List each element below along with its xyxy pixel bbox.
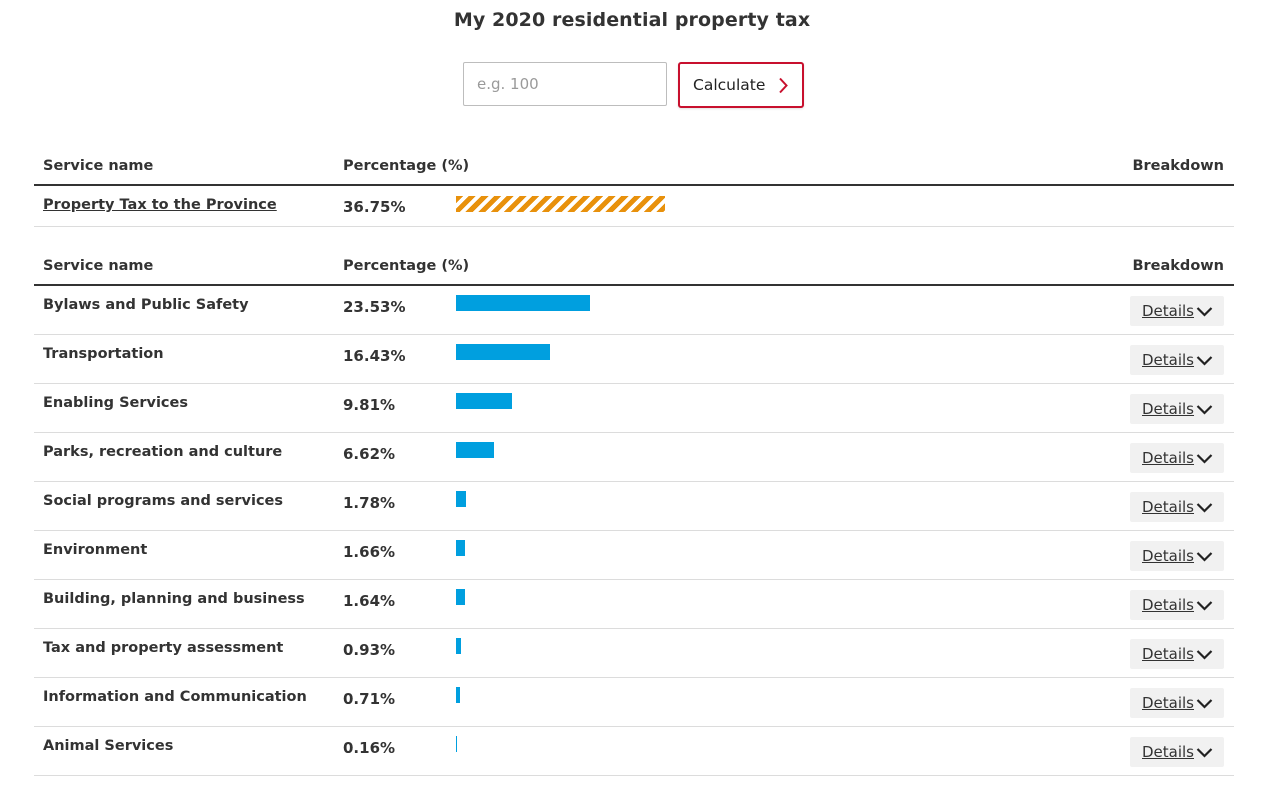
service-name: Tax and property assessment — [43, 640, 284, 656]
details-label: Details — [1142, 449, 1195, 467]
details-button[interactable]: Details — [1130, 688, 1224, 718]
service-name: Environment — [43, 542, 148, 558]
service-percentage: 6.62% — [343, 445, 396, 463]
chevron-right-icon — [779, 77, 788, 94]
service-name: Information and Communication — [43, 689, 307, 705]
percentage-bar — [456, 736, 457, 752]
service-name: Enabling Services — [43, 395, 188, 411]
percentage-bar — [456, 638, 462, 654]
service-percentage: 0.71% — [343, 690, 396, 708]
table-header: Service name Percentage (%) Breakdown — [34, 244, 1234, 284]
details-button[interactable]: Details — [1130, 590, 1224, 620]
details-label: Details — [1142, 596, 1195, 614]
table-row: Information and Communication 0.71% Detail… — [34, 678, 1234, 727]
percentage-bar — [456, 589, 466, 605]
page-title: My 2020 residential property tax — [453, 9, 811, 31]
details-button[interactable]: Details — [1130, 296, 1224, 326]
table-row: Environment 1.66% Details — [34, 531, 1234, 580]
service-percentage: 9.81% — [343, 396, 396, 414]
province-tax-percentage: 36.75% — [343, 198, 406, 216]
header-breakdown: Breakdown — [1132, 158, 1224, 174]
details-label: Details — [1142, 743, 1195, 761]
details-label: Details — [1142, 645, 1195, 663]
province-tax-table: Service name Percentage (%) Breakdown Pr… — [34, 144, 1234, 227]
header-divider — [34, 184, 1234, 186]
header-percentage: Percentage (%) — [343, 158, 470, 174]
table-row: Transportation 16.43% Details — [34, 335, 1234, 384]
service-percentage: 0.16% — [343, 739, 396, 757]
table-row: Parks, recreation and culture 6.62% Detail… — [34, 433, 1234, 482]
service-name: Building, planning and business — [43, 591, 305, 607]
services-table: Service name Percentage (%) Breakdown By… — [34, 244, 1234, 776]
service-percentage: 23.53% — [343, 298, 406, 316]
table-row: Building, planning and business 1.64% Deta… — [34, 580, 1234, 629]
chevron-down-icon — [1196, 404, 1213, 415]
header-percentage: Percentage (%) — [343, 258, 470, 274]
percentage-bar — [456, 442, 494, 458]
details-label: Details — [1142, 302, 1195, 320]
service-percentage: 16.43% — [343, 347, 406, 365]
chevron-down-icon — [1196, 600, 1213, 611]
service-name: Parks, recreation and culture — [43, 444, 283, 460]
table-row: Enabling Services 9.81% Details — [34, 384, 1234, 433]
service-rows: Bylaws and Public Safety 23.53% Details Tra… — [34, 286, 1234, 776]
header-breakdown: Breakdown — [1132, 258, 1224, 274]
table-row: Bylaws and Public Safety 23.53% Details — [34, 286, 1234, 335]
calculate-button[interactable]: Calculate — [678, 62, 804, 108]
chevron-down-icon — [1196, 649, 1213, 660]
service-name: Social programs and services — [43, 493, 284, 509]
service-percentage: 1.66% — [343, 543, 396, 561]
service-name: Transportation — [43, 346, 164, 362]
chevron-down-icon — [1196, 747, 1213, 758]
province-tax-bar — [456, 196, 666, 212]
details-label: Details — [1142, 351, 1195, 369]
service-percentage: 1.78% — [343, 494, 396, 512]
chevron-down-icon — [1196, 355, 1213, 366]
details-label: Details — [1142, 400, 1195, 418]
header-divider — [34, 284, 1234, 286]
details-button[interactable]: Details — [1130, 345, 1224, 375]
chevron-down-icon — [1196, 502, 1213, 513]
percentage-bar — [456, 295, 591, 311]
service-percentage: 1.64% — [343, 592, 396, 610]
table-row: Tax and property assessment 0.93% Details — [34, 629, 1234, 678]
table-header: Service name Percentage (%) Breakdown — [34, 144, 1234, 184]
details-label: Details — [1142, 547, 1195, 565]
chevron-down-icon — [1196, 306, 1213, 317]
province-tax-row: Property Tax to the Province 36.75% — [34, 186, 1234, 227]
tax-amount-input[interactable] — [463, 62, 667, 106]
service-name: Bylaws and Public Safety — [43, 297, 249, 313]
details-button[interactable]: Details — [1130, 541, 1224, 571]
table-row: Social programs and services 1.78% Details — [34, 482, 1234, 531]
details-button[interactable]: Details — [1130, 639, 1224, 669]
details-label: Details — [1142, 498, 1195, 516]
header-service-name: Service name — [43, 258, 154, 274]
province-tax-link[interactable]: Property Tax to the Province — [43, 197, 277, 213]
chevron-down-icon — [1196, 551, 1213, 562]
calculate-button-label: Calculate — [693, 76, 766, 94]
header-service-name: Service name — [43, 158, 154, 174]
details-button[interactable]: Details — [1130, 737, 1224, 767]
details-button[interactable]: Details — [1130, 443, 1224, 473]
chevron-down-icon — [1196, 698, 1213, 709]
percentage-bar — [456, 540, 466, 556]
table-row: Animal Services 0.16% Details — [34, 727, 1234, 776]
percentage-bar — [456, 491, 467, 507]
percentage-bar — [456, 393, 512, 409]
details-button[interactable]: Details — [1130, 492, 1224, 522]
details-label: Details — [1142, 694, 1195, 712]
percentage-bar — [456, 344, 550, 360]
details-button[interactable]: Details — [1130, 394, 1224, 424]
chevron-down-icon — [1196, 453, 1213, 464]
service-percentage: 0.93% — [343, 641, 396, 659]
percentage-bar — [456, 687, 461, 703]
service-name: Animal Services — [43, 738, 174, 754]
